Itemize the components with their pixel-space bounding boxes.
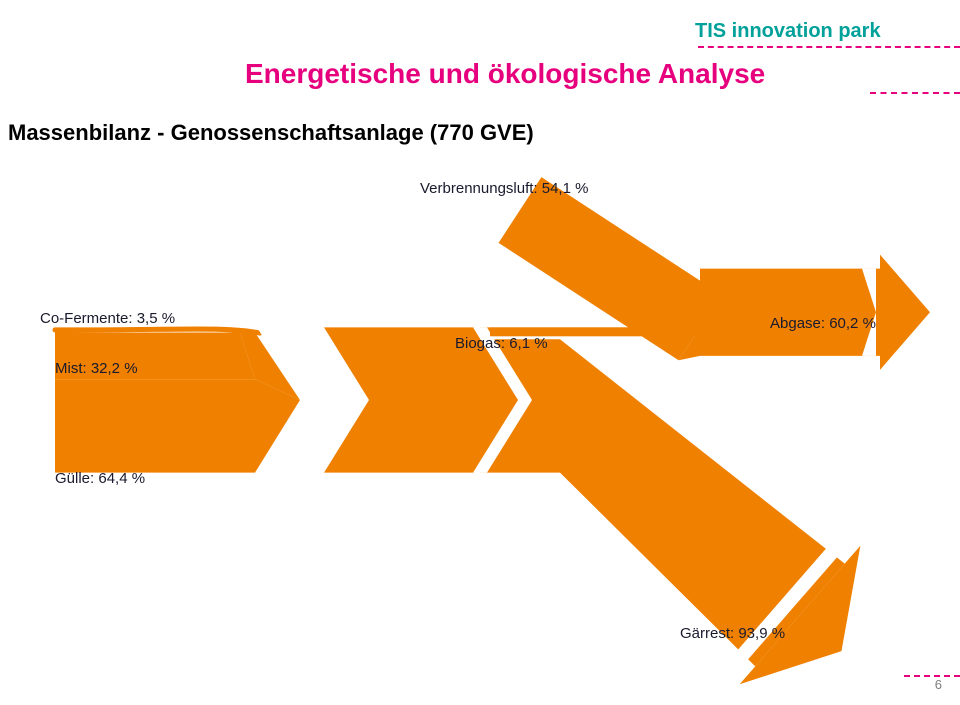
page-number: 6 [935,677,942,692]
footer-dash [904,675,960,677]
flow-abgase-shaft [700,269,880,356]
label-mist: Mist: 32,2 % [55,360,138,377]
flow-guelle [55,379,300,472]
label-abgase: Abgase: 60,2 % [770,315,876,332]
label-guelle: Gülle: 64,4 % [55,470,145,487]
label-biogas: Biogas: 6,1 % [455,335,548,352]
label-co-fermente: Co-Fermente: 3,5 % [40,310,175,327]
label-verbrennungsluft: Verbrennungsluft: 54,1 % [420,180,588,197]
flow-abgase-head [880,255,930,370]
flow-co-fermente [55,329,260,333]
label-gaerrest: Gärrest: 93,9 % [680,625,785,642]
